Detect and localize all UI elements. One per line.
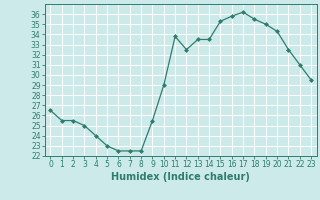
X-axis label: Humidex (Indice chaleur): Humidex (Indice chaleur): [111, 172, 250, 182]
